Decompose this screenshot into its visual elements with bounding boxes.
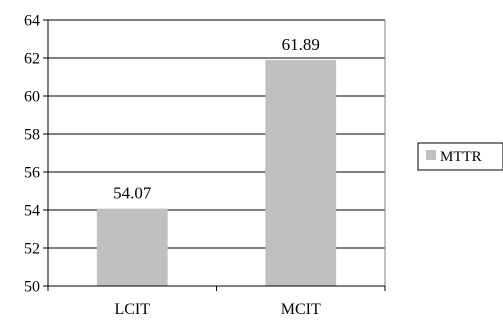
y-tick-label-60: 60	[24, 89, 40, 106]
y-tick-label-54: 54	[24, 203, 40, 220]
y-tick-label-62: 62	[24, 51, 40, 68]
y-tick-label-64: 64	[24, 13, 40, 30]
legend-label-mttr: MTTR	[440, 149, 482, 165]
legend-swatch-mttr	[426, 150, 436, 160]
data-label-mcit: 61.89	[282, 35, 320, 54]
y-tick-label-58: 58	[24, 127, 40, 144]
bar-mcit	[265, 60, 337, 287]
y-tick-label-50: 50	[24, 279, 40, 296]
bars	[96, 60, 337, 287]
legend: MTTR	[417, 142, 503, 171]
category-label-lcit: LCIT	[114, 301, 150, 318]
axes	[43, 19, 386, 291]
bar-lcit	[96, 208, 168, 286]
legend-frame	[417, 142, 503, 171]
data-label-lcit: 54.07	[113, 184, 152, 203]
y-tick-label-52: 52	[24, 241, 40, 258]
y-tick-label-56: 56	[24, 165, 40, 182]
category-label-mcit: MCIT	[281, 301, 321, 318]
labels: 50 52 54 56 58 60 62 64 54.07 LCIT 61.89 MCIT	[24, 13, 321, 319]
